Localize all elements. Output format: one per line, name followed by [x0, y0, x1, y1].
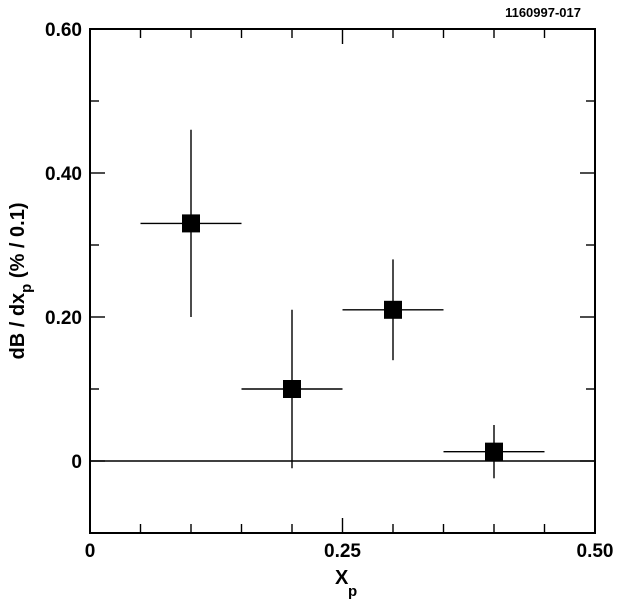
x-axis-label-subscript: p	[348, 583, 357, 600]
point-marker	[182, 214, 200, 233]
data-point	[140, 129, 242, 317]
svg-text:dB / dxp (% / 0.1): dB / dxp (% / 0.1)	[7, 203, 35, 360]
y-tick-label: 0	[71, 452, 82, 473]
x-axis-title: X p	[335, 567, 357, 600]
y-axis-label-subscript: p	[18, 284, 35, 293]
point-marker	[485, 442, 503, 461]
y-tick-label: 0.20	[45, 308, 82, 329]
axis-ticks	[89, 28, 596, 534]
y-axis-label-prefix: dB / dx	[7, 293, 29, 360]
figure-id: 1160997-017	[505, 5, 581, 20]
x-tick-label: 0	[85, 541, 96, 562]
point-marker	[283, 380, 301, 398]
x-tick-label: 0.25	[324, 541, 361, 562]
y-tick-label: 0.60	[45, 20, 82, 41]
plot-frame	[89, 28, 596, 534]
y-axis-title: dB / dxp (% / 0.1)	[7, 203, 35, 360]
data-point	[443, 425, 545, 479]
x-tick-label: 0.50	[577, 541, 614, 562]
y-tick-label: 0.40	[45, 164, 82, 185]
data-points	[140, 129, 545, 479]
data-point	[241, 309, 343, 469]
x-axis-label: X	[335, 567, 349, 589]
point-marker	[384, 300, 402, 319]
data-point	[342, 259, 444, 361]
y-axis-label-suffix: (% / 0.1)	[7, 203, 29, 284]
